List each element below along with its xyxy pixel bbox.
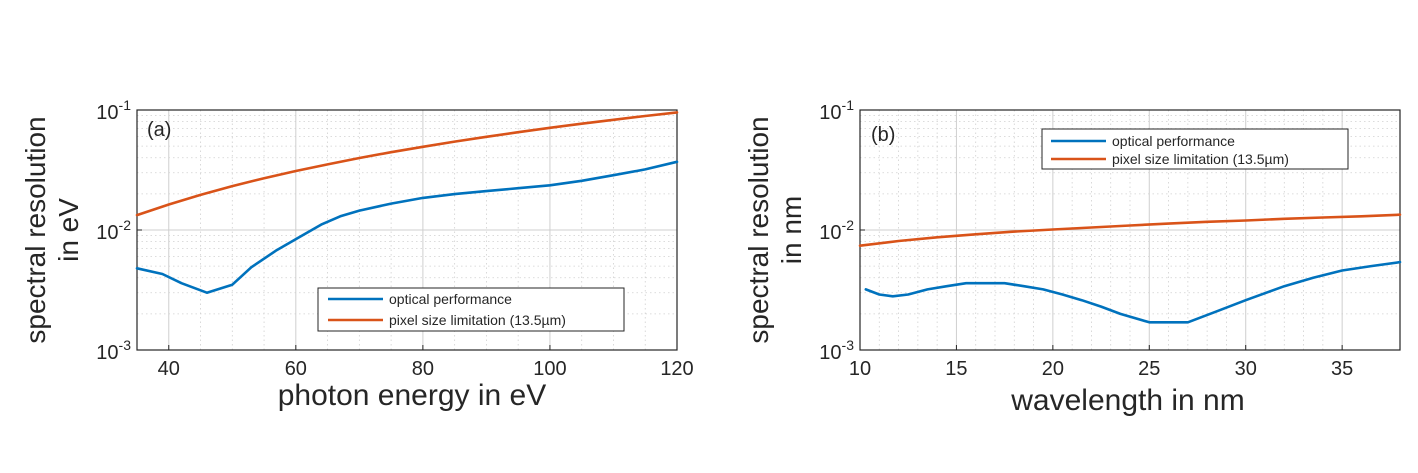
y-tick-labels-a: 10-3 10-2 10-1: [96, 97, 142, 364]
y-axis-label-b-line1: spectral resolution: [743, 116, 774, 343]
legend-label-optical-b: optical performance: [1112, 133, 1235, 149]
legend-a: optical performance pixel size limitatio…: [317, 287, 625, 332]
legend-box-b: [1041, 128, 1349, 170]
y-tick-label: 10-2: [819, 217, 854, 244]
legend-b: optical performance pixel size limitatio…: [1041, 128, 1349, 170]
chart-panel-b: 10 15 20 25 30 35 10-3 10-2 10-1 (b) optical pe…: [743, 97, 1402, 417]
x-tick-label: 80: [412, 358, 434, 380]
y-tick-labels-b: 10-3 10-2 10-1: [819, 97, 865, 364]
x-tick-label: 20: [1042, 358, 1064, 380]
y-tick-label: 10-3: [96, 337, 131, 364]
chart-panel-a: 40 60 80 100 120 10-3 10-2 10-1 (a) optical pe…: [20, 97, 694, 412]
series-line-optical-performance: [135, 160, 679, 295]
x-tick-label: 10: [849, 358, 871, 380]
series-line-pixel-size-limitation: [135, 111, 679, 217]
series-b: [858, 213, 1402, 324]
y-axis-label-a-line1: spectral resolution: [20, 116, 51, 343]
y-axis-label-a-line2: in eV: [53, 198, 84, 262]
x-tick-label: 100: [533, 358, 566, 380]
legend-label-pixel-b: pixel size limitation (13.5µm): [1112, 151, 1289, 167]
x-tick-label: 35: [1331, 358, 1353, 380]
y-axis-label-b: spectral resolution in nm: [743, 116, 807, 343]
x-axis-label-b: wavelength in nm: [1010, 384, 1244, 417]
panel-label-a: (a): [147, 119, 171, 141]
legend-box-a: [317, 287, 625, 332]
legend-label-pixel-a: pixel size limitation (13.5µm): [389, 312, 566, 328]
panel-label-b: (b): [871, 124, 895, 146]
y-axis-label-a: spectral resolution in eV: [20, 116, 84, 343]
y-tick-label: 10-2: [96, 217, 131, 244]
y-tick-label: 10-3: [819, 337, 854, 364]
x-tick-label: 25: [1138, 358, 1160, 380]
x-tick-label: 30: [1235, 358, 1257, 380]
x-tick-label: 60: [285, 358, 307, 380]
legend-label-optical-a: optical performance: [389, 291, 512, 307]
x-tick-labels-a: 40 60 80 100 120: [158, 345, 694, 380]
x-axis-label-a: photon energy in eV: [278, 379, 547, 412]
y-tick-label: 10-1: [819, 97, 854, 124]
series-line-optical-performance: [864, 260, 1402, 324]
x-tick-label: 40: [158, 358, 180, 380]
y-tick-label: 10-1: [96, 97, 131, 124]
x-tick-label: 15: [945, 358, 967, 380]
x-tick-label: 120: [660, 358, 693, 380]
series-a: [135, 111, 679, 295]
x-tick-labels-b: 10 15 20 25 30 35: [849, 345, 1353, 380]
y-axis-label-b-line2: in nm: [776, 196, 807, 264]
series-line-pixel-size-limitation: [858, 213, 1402, 247]
